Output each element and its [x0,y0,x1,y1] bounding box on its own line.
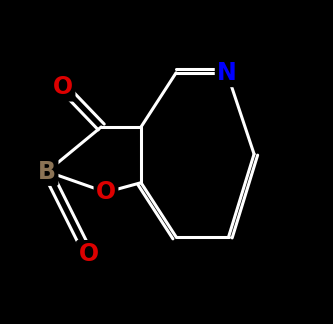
Text: O: O [96,180,116,204]
Text: N: N [217,61,237,85]
Text: O: O [78,242,99,266]
Text: O: O [53,75,73,99]
Text: B: B [38,159,56,184]
